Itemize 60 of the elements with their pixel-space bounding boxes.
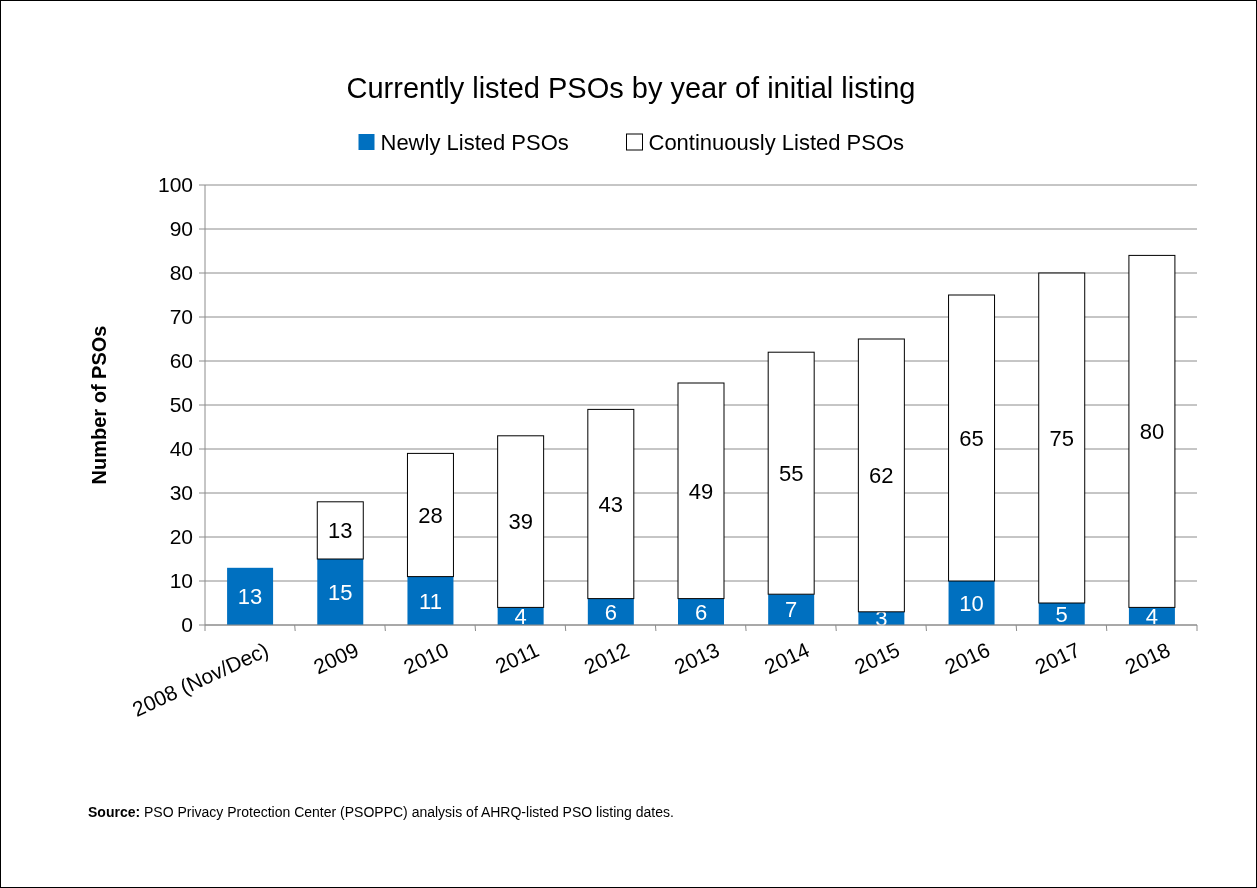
x-tick-label: 2014 (760, 637, 814, 679)
data-label: 4 (514, 603, 527, 629)
x-tick-label: 2015 (850, 637, 904, 679)
chart-title: Currently listed PSOs by year of initial listing (346, 72, 916, 104)
legend-label: Continuously Listed PSOs (648, 129, 905, 155)
bar (767, 351, 815, 595)
bar (406, 452, 454, 578)
y-tick-label: 10 (169, 569, 193, 593)
y-tick-label: 30 (169, 481, 193, 505)
data-label: 55 (778, 460, 804, 486)
x-tick-label: 2017 (1031, 637, 1084, 679)
bar (227, 567, 274, 625)
bar (677, 382, 725, 600)
bar (587, 408, 635, 600)
bar (948, 294, 996, 582)
bar (317, 559, 364, 625)
bar (497, 435, 545, 608)
x-tick-label: 2018 (1121, 637, 1174, 679)
data-label: 13 (237, 584, 263, 610)
x-tick-label: 2013 (670, 637, 723, 679)
x-tick-label: 2016 (941, 637, 994, 679)
x-tick-label: 2012 (580, 637, 633, 679)
x-tick-label: 2010 (400, 637, 453, 679)
legend-label: Newly Listed PSOs (380, 129, 569, 155)
bar (316, 501, 364, 560)
y-tick-label: 90 (169, 217, 193, 241)
y-tick-label: 20 (169, 525, 193, 549)
bar (407, 576, 454, 625)
y-tick-label: 0 (181, 613, 193, 637)
data-label: 39 (508, 509, 533, 535)
data-label: 6 (694, 599, 708, 625)
bar (857, 338, 905, 613)
source-note: Source: PSO Privacy Protection Center (PSOPPC) analysis of AHRQ-listed PSO listing dates. (88, 804, 674, 820)
data-label: 10 (959, 590, 984, 616)
y-tick-label: 80 (169, 261, 193, 285)
y-tick-label: 50 (169, 393, 193, 417)
data-label: 6 (604, 599, 617, 625)
x-tick-label: 2011 (491, 637, 543, 678)
data-label: 5 (1055, 601, 1068, 627)
data-label: 62 (869, 463, 894, 489)
bar (768, 594, 815, 625)
bar (1128, 254, 1176, 608)
x-tick-label: 2009 (309, 637, 362, 679)
y-tick-label: 60 (169, 349, 193, 373)
data-label: 7 (785, 597, 798, 623)
data-label: 49 (688, 478, 714, 504)
y-tick-label: 100 (157, 173, 193, 197)
data-label: 15 (328, 579, 353, 605)
data-label: 80 (1139, 419, 1165, 445)
data-label: 13 (328, 518, 353, 544)
y-axis-title: Number of PSOs (88, 325, 110, 485)
y-tick-label: 70 (169, 305, 193, 329)
data-label: 11 (419, 588, 442, 614)
bar (1038, 272, 1086, 604)
data-label: 28 (418, 502, 443, 528)
data-label: 4 (1145, 603, 1159, 629)
y-tick-label: 40 (169, 437, 193, 461)
data-label: 65 (959, 425, 984, 451)
data-label: 75 (1049, 425, 1074, 451)
data-label: 43 (598, 491, 624, 517)
